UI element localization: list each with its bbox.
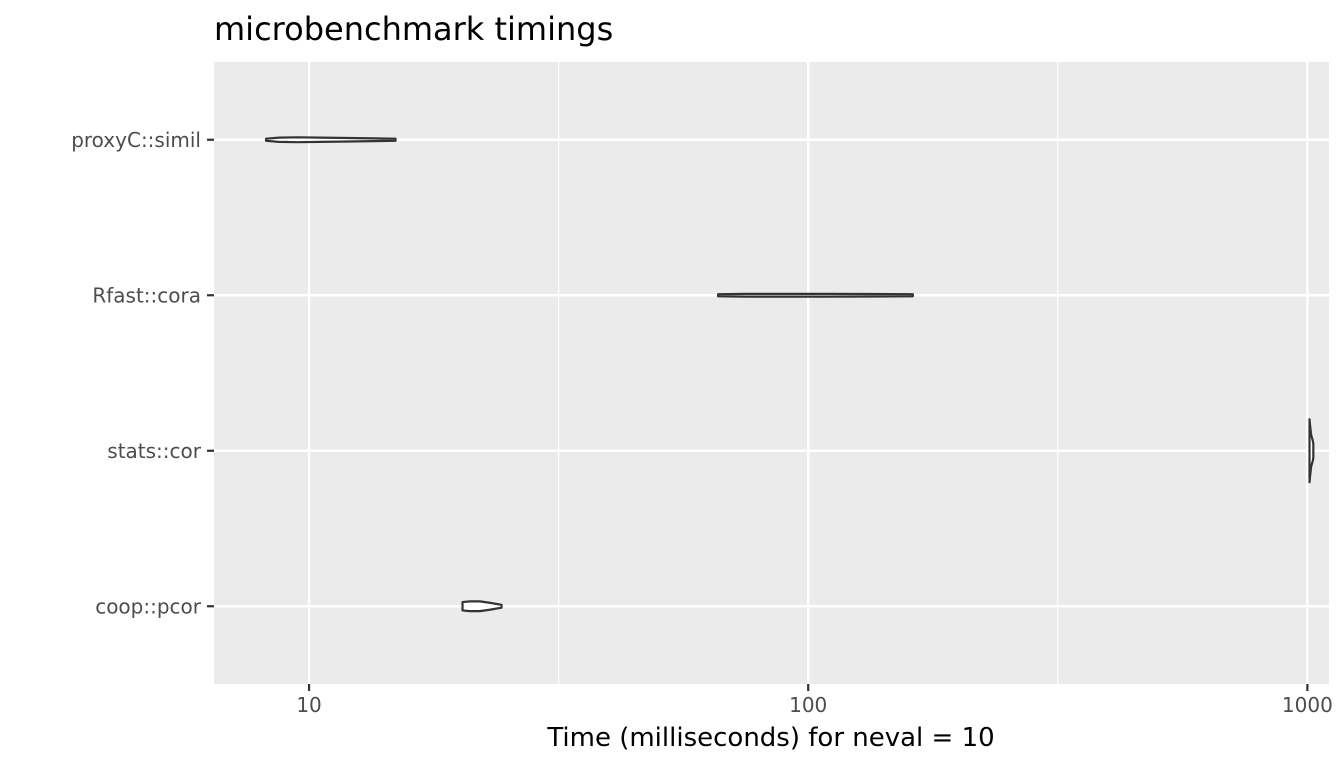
violin-stats-cor [1308,418,1315,484]
violins [264,136,1315,613]
y-axis: proxyC::similRfast::corastats::corcoop::… [71,128,214,618]
violin-rfast-cora [717,292,914,298]
x-tick-label: 10 [296,693,321,717]
x-axis-title: Time (milliseconds) for neval = 10 [546,723,994,753]
chart-title: microbenchmark timings [214,10,613,48]
y-tick-label: stats::cor [107,439,201,463]
plot-panel [214,62,1329,684]
violin-proxyc-simil [264,136,397,144]
y-tick-label: Rfast::cora [92,283,201,307]
x-axis: 10 100 1000 [296,684,1333,717]
minor-gridlines [558,62,1059,684]
violin-coop-pcor [461,600,503,613]
x-tick-label: 1000 [1282,693,1333,717]
y-tick-label: coop::pcor [95,594,202,618]
y-tick-label: proxyC::simil [71,128,201,152]
x-tick-label: 100 [789,693,827,717]
